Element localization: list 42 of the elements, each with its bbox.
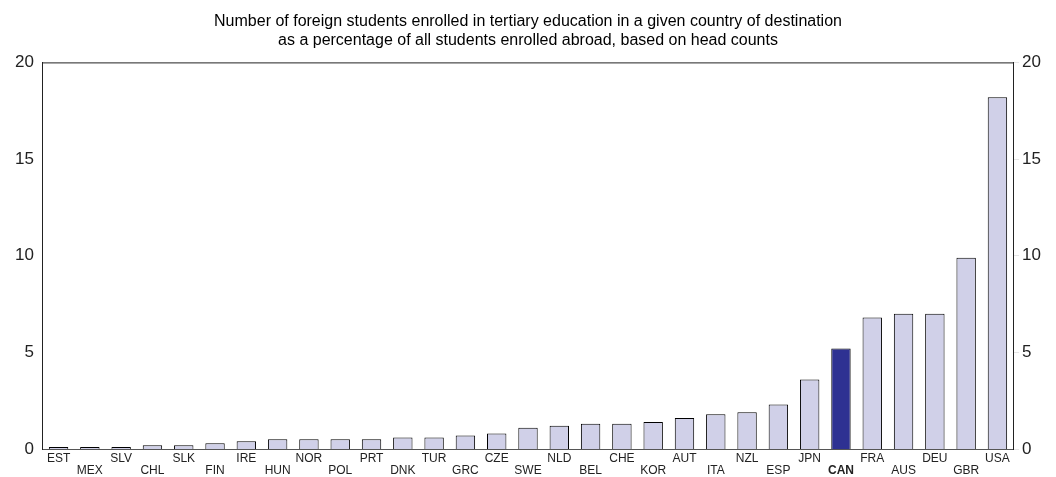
x-tick-label: NZL: [735, 451, 759, 466]
x-tick-label: SLK: [172, 451, 196, 466]
x-tick-label: DNK: [390, 463, 416, 477]
x-tick-label: CHL: [140, 463, 165, 477]
x-tick-label: NLD: [547, 451, 572, 466]
x-tick-label: FRA: [860, 451, 885, 466]
x-tick-label: CZE: [484, 451, 509, 466]
x-tick-label: AUS: [891, 463, 916, 477]
x-tick-label: ESP: [766, 463, 791, 477]
y-tick-label: 15: [14, 148, 34, 168]
x-tick-label: FIN: [205, 463, 225, 477]
x-tick-label: CAN: [827, 463, 854, 477]
y-tick-label: 10: [14, 245, 34, 265]
x-tick-label: EST: [46, 451, 71, 466]
x-tick-label: GRC: [452, 463, 480, 477]
x-tick-label: SWE: [514, 463, 542, 477]
x-tick-label: IRE: [236, 451, 257, 466]
x-tick-label: TUR: [421, 451, 447, 466]
x-tick-label: MEX: [76, 463, 103, 477]
x-tick-label: DEU: [922, 451, 948, 466]
x-tick-label: USA: [985, 451, 1010, 466]
x-tick-label: GBR: [953, 463, 980, 477]
y2-tick-label: 10: [1022, 245, 1042, 265]
y2-tick-label: 20: [1022, 52, 1042, 72]
x-tick-label: CHE: [609, 451, 635, 466]
y-tick-label: 0: [24, 438, 34, 458]
x-tick-label: BEL: [579, 463, 603, 477]
y-tick-label: 20: [14, 52, 34, 72]
y2-tick-label: 5: [1022, 342, 1032, 362]
x-tick-label: JPN: [798, 451, 821, 466]
x-tick-label: HUN: [264, 463, 291, 477]
y2-tick-label: 0: [1022, 438, 1032, 458]
x-tick-label: NOR: [295, 451, 323, 466]
x-tick-label: KOR: [640, 463, 667, 477]
x-tick-label: ITA: [706, 463, 725, 477]
chart-title: Number of foreign students enrolled in tertiary education in a given country of destination as a percentage of all students enrolled abroad, based on head counts: [214, 12, 842, 49]
x-tick-label: PRT: [359, 451, 385, 466]
y2-tick-label: 15: [1022, 148, 1042, 168]
y-tick-label: 5: [24, 342, 34, 362]
x-tick-label: SLV: [110, 451, 133, 466]
x-tick-label: AUT: [672, 451, 698, 466]
x-tick-label: POL: [328, 463, 353, 477]
